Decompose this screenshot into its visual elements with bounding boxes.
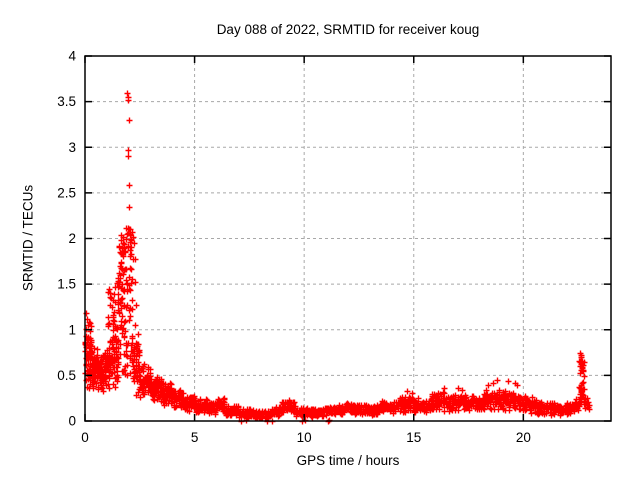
axis-ticks bbox=[84, 55, 611, 422]
x-tick-label: 5 bbox=[191, 430, 199, 445]
y-tick-label: 3.5 bbox=[57, 94, 76, 109]
x-axis-label: GPS time / hours bbox=[296, 453, 400, 468]
x-tick-label: 15 bbox=[406, 430, 421, 445]
y-tick-label: 2.5 bbox=[57, 185, 76, 200]
grid-lines bbox=[85, 56, 611, 421]
tick-labels: 0 5 10 15 20 0 0.5 1 1.5 2 2.5 3 3.5 4 bbox=[57, 49, 531, 446]
y-tick-label: 3 bbox=[68, 140, 76, 155]
y-tick-label: 4 bbox=[68, 49, 76, 64]
x-tick-label: 0 bbox=[81, 430, 89, 445]
x-tick-label: 10 bbox=[297, 430, 312, 445]
scatter-points bbox=[82, 90, 593, 425]
y-tick-label: 1.5 bbox=[57, 277, 76, 292]
y-tick-label: 0.5 bbox=[57, 368, 76, 383]
y-tick-label: 1 bbox=[68, 322, 76, 337]
chart-title: Day 088 of 2022, SRMTID for receiver kou… bbox=[216, 22, 480, 37]
y-tick-label: 2 bbox=[68, 231, 76, 246]
y-tick-label: 0 bbox=[68, 414, 76, 429]
x-tick-label: 20 bbox=[516, 430, 531, 445]
